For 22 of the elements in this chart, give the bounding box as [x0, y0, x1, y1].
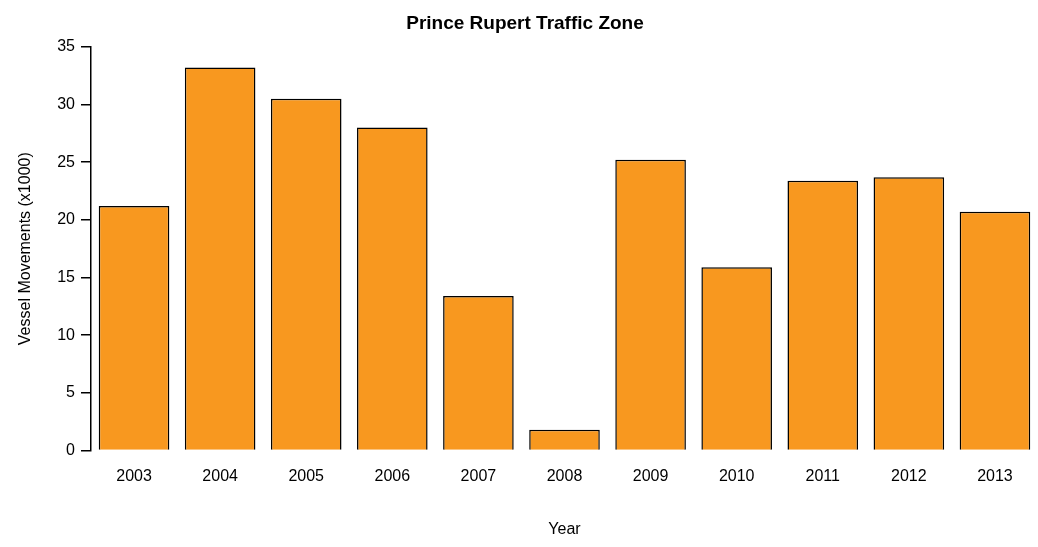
y-tick-label: 35	[57, 37, 76, 55]
x-tick-label: 2004	[202, 466, 239, 484]
y-tick-label: 30	[57, 94, 76, 112]
x-tick-label: 2009	[632, 466, 669, 484]
y-tick-label: 20	[57, 210, 76, 228]
x-tick-label: 2010	[718, 466, 755, 484]
y-tick-label: 25	[57, 152, 76, 170]
y-tick-label: 5	[66, 383, 76, 401]
y-tick-label: 15	[57, 267, 76, 285]
x-tick-label: 2003	[116, 466, 152, 484]
x-tick-label: 2011	[805, 466, 841, 484]
x-tick-label: 2013	[977, 466, 1013, 484]
x-axis-title: Year	[548, 519, 582, 537]
x-tick-label: 2006	[374, 466, 411, 484]
x-tick-label: 2007	[460, 466, 497, 484]
y-tick-label: 0	[66, 441, 76, 459]
x-tick-label: 2008	[546, 466, 583, 484]
y-tick-label: 10	[57, 325, 76, 343]
x-tick-label: 2005	[288, 466, 325, 484]
x-tick-label: 2012	[891, 466, 927, 484]
chart-title: Prince Rupert Traffic Zone	[406, 11, 644, 33]
y-axis-title: Vessel Movements (x1000)	[16, 152, 34, 346]
